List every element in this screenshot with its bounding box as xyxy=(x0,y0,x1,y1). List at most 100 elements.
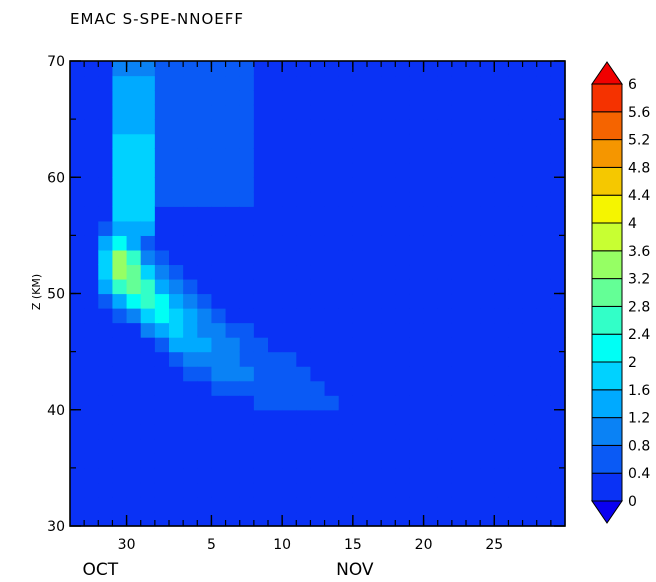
heatmap-cell xyxy=(494,308,510,324)
heatmap-cell xyxy=(126,133,142,149)
colorbar-box xyxy=(591,222,623,252)
heatmap-cell xyxy=(239,119,255,135)
heatmap-cell xyxy=(466,438,481,454)
heatmap-cell xyxy=(197,308,213,324)
heatmap-cell xyxy=(494,409,510,425)
heatmap-cell xyxy=(338,61,354,77)
heatmap-cell xyxy=(324,119,340,135)
heatmap-cell xyxy=(126,482,142,498)
heatmap-cell xyxy=(112,249,128,266)
heatmap-cell xyxy=(239,249,255,266)
heatmap-cell xyxy=(84,293,99,309)
heatmap-cell xyxy=(494,177,510,193)
heatmap-cell xyxy=(550,104,566,120)
heatmap-cell xyxy=(367,351,382,367)
heatmap-cell xyxy=(310,235,326,251)
heatmap-cell xyxy=(409,322,425,338)
heatmap-cell xyxy=(536,322,552,338)
heatmap-cell xyxy=(338,496,354,513)
heatmap-cell xyxy=(466,322,481,338)
heatmap-cell xyxy=(466,206,481,222)
heatmap-cell xyxy=(522,322,538,338)
y-tick-label: 60 xyxy=(47,170,65,186)
heatmap-cell xyxy=(140,366,156,382)
heatmap-cell xyxy=(480,104,495,120)
heatmap-cell xyxy=(409,148,425,164)
heatmap-cell xyxy=(84,104,99,120)
heatmap-cell xyxy=(296,293,312,309)
heatmap-cell xyxy=(84,482,99,498)
heatmap-cell xyxy=(550,264,566,280)
heatmap-cell xyxy=(381,104,396,120)
heatmap-cell xyxy=(112,366,128,382)
heatmap-cell xyxy=(423,61,439,77)
heatmap-cell xyxy=(494,293,510,309)
heatmap-cell xyxy=(154,395,170,411)
heatmap-cell xyxy=(451,104,467,120)
heatmap-cell xyxy=(352,380,368,396)
heatmap-cell xyxy=(480,162,495,178)
heatmap-cell xyxy=(367,293,382,309)
heatmap-cell xyxy=(367,220,382,236)
heatmap-cell xyxy=(409,351,425,367)
heatmap-cell xyxy=(324,482,340,498)
heatmap-cell xyxy=(154,191,170,207)
heatmap-cell xyxy=(494,467,510,484)
heatmap-cell xyxy=(197,75,213,91)
heatmap-cell xyxy=(310,511,326,527)
heatmap-cell xyxy=(423,148,439,164)
heatmap-cell xyxy=(536,264,552,280)
heatmap-cell xyxy=(536,366,552,382)
heatmap-cell xyxy=(494,278,510,295)
heatmap-cell xyxy=(98,249,114,266)
heatmap-cell xyxy=(239,177,255,193)
heatmap-cell xyxy=(183,395,198,411)
heatmap-cell xyxy=(253,104,269,120)
y-axis-label: Z (KM) xyxy=(30,274,43,310)
heatmap-cell xyxy=(84,191,99,207)
heatmap-cell xyxy=(225,61,241,77)
heatmap-cell xyxy=(253,409,269,425)
heatmap-cell xyxy=(381,511,396,527)
heatmap-cell xyxy=(268,191,283,207)
heatmap-cell xyxy=(381,467,396,484)
heatmap-cell xyxy=(296,496,312,513)
heatmap-cell xyxy=(310,249,326,266)
heatmap-cell xyxy=(126,177,142,193)
heatmap-cell xyxy=(296,249,312,266)
heatmap-cell xyxy=(98,235,114,251)
heatmap-cell xyxy=(381,206,396,222)
heatmap-cell xyxy=(70,395,85,411)
heatmap-cell xyxy=(466,119,481,135)
heatmap-cell xyxy=(126,75,142,91)
heatmap-cell xyxy=(154,119,170,135)
heatmap-cell xyxy=(352,366,368,382)
y-tick-label: 70 xyxy=(47,54,65,70)
heatmap-cell xyxy=(197,424,213,440)
heatmap-cell xyxy=(310,467,326,484)
heatmap-cell xyxy=(352,482,368,498)
heatmap-cell xyxy=(296,308,312,324)
heatmap-cell xyxy=(197,278,213,295)
heatmap-cell xyxy=(169,482,184,498)
heatmap-cell xyxy=(296,191,312,207)
heatmap-cell xyxy=(268,75,283,91)
heatmap-cell xyxy=(154,496,170,513)
heatmap-cell xyxy=(451,148,467,164)
heatmap-cell xyxy=(409,61,425,77)
heatmap-cell xyxy=(296,235,312,251)
heatmap-cell xyxy=(126,308,142,324)
colorbar-label: 0.8 xyxy=(628,438,650,454)
heatmap-cell xyxy=(211,293,227,309)
heatmap-cell xyxy=(409,424,425,440)
heatmap-cell xyxy=(466,264,481,280)
heatmap-cell xyxy=(126,235,142,251)
heatmap-cell xyxy=(70,75,85,91)
heatmap-cell xyxy=(98,308,114,324)
heatmap-cell xyxy=(112,162,128,178)
heatmap-cell xyxy=(239,366,255,382)
heatmap-cell xyxy=(494,438,510,454)
heatmap-cell xyxy=(197,351,213,367)
heatmap-cell xyxy=(282,191,297,207)
heatmap-cell xyxy=(253,206,269,222)
